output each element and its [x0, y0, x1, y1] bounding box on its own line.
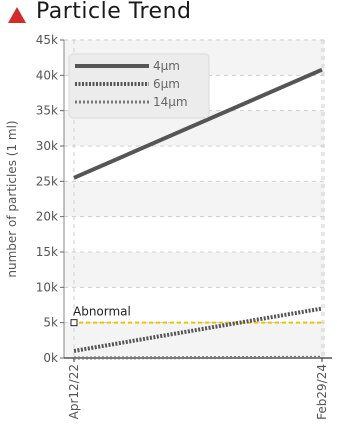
legend-label: 14μm	[153, 95, 188, 109]
series-line	[73, 355, 323, 360]
chart-header: Particle Trend	[4, 0, 334, 30]
y-tick-label: 15k	[36, 245, 58, 259]
series-lines	[73, 67, 323, 360]
y-tick-labels: 0k 5k 10k 15k 20k 25k 30k 35k 40k 45k	[36, 33, 58, 365]
y-tick-label: 35k	[36, 104, 58, 118]
legend-label: 4μm	[153, 59, 180, 73]
grid-band	[64, 322, 324, 358]
y-tick-label: 5k	[43, 316, 58, 330]
threshold-group: Abnormal	[70, 305, 324, 327]
y-tick-label: 0k	[43, 351, 58, 365]
threshold-label: Abnormal	[73, 305, 131, 319]
threshold-marker	[70, 319, 78, 327]
x-tick-labels: Apr12/22 Feb29/24	[67, 364, 329, 420]
y-tick-label: 40k	[36, 68, 58, 82]
x-tick-label: Apr12/22	[67, 364, 81, 419]
y-tick-label: 25k	[36, 174, 58, 188]
grid-band	[64, 181, 324, 217]
series-line	[73, 67, 323, 180]
chart-title: Particle Trend	[36, 0, 192, 24]
y-axis-label: number of particles (1 ml)	[5, 120, 19, 277]
trend-warning-icon	[8, 7, 26, 23]
y-tick-label: 20k	[36, 210, 58, 224]
legend: 4μm 6μm 14μm	[68, 53, 210, 119]
y-tick-label: 10k	[36, 280, 58, 294]
y-tick-label: 45k	[36, 33, 58, 47]
legend-label: 6μm	[153, 77, 180, 91]
grid-band	[64, 252, 324, 288]
y-tick-label: 30k	[36, 139, 58, 153]
x-tick-label: Feb29/24	[315, 364, 329, 420]
